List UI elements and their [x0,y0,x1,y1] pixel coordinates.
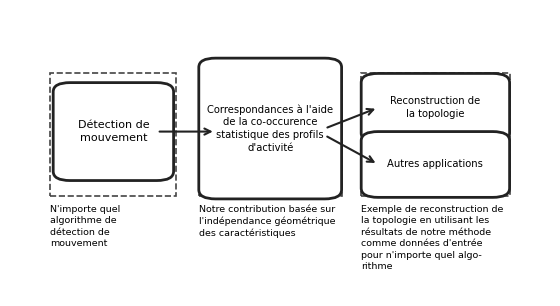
Text: Reconstruction de
la topologie: Reconstruction de la topologie [390,96,480,119]
Text: Exemple de reconstruction de
la topologie en utilisant les
résultats de notre mé: Exemple de reconstruction de la topologi… [361,205,503,271]
Text: Correspondances à l'aide
de la co-occurence
statistique des profils
d'activité: Correspondances à l'aide de la co-occure… [207,104,333,153]
Text: Détection de
mouvement: Détection de mouvement [78,120,149,143]
FancyBboxPatch shape [53,83,174,181]
FancyBboxPatch shape [361,73,510,142]
FancyBboxPatch shape [361,132,510,197]
FancyBboxPatch shape [199,58,342,199]
Text: Notre contribution basée sur
l'indépendance géométrique
des caractéristiques: Notre contribution basée sur l'indépenda… [199,205,335,238]
Text: N'importe quel
algorithme de
détection de
mouvement: N'importe quel algorithme de détection d… [50,205,120,248]
Text: Autres applications: Autres applications [388,159,483,170]
